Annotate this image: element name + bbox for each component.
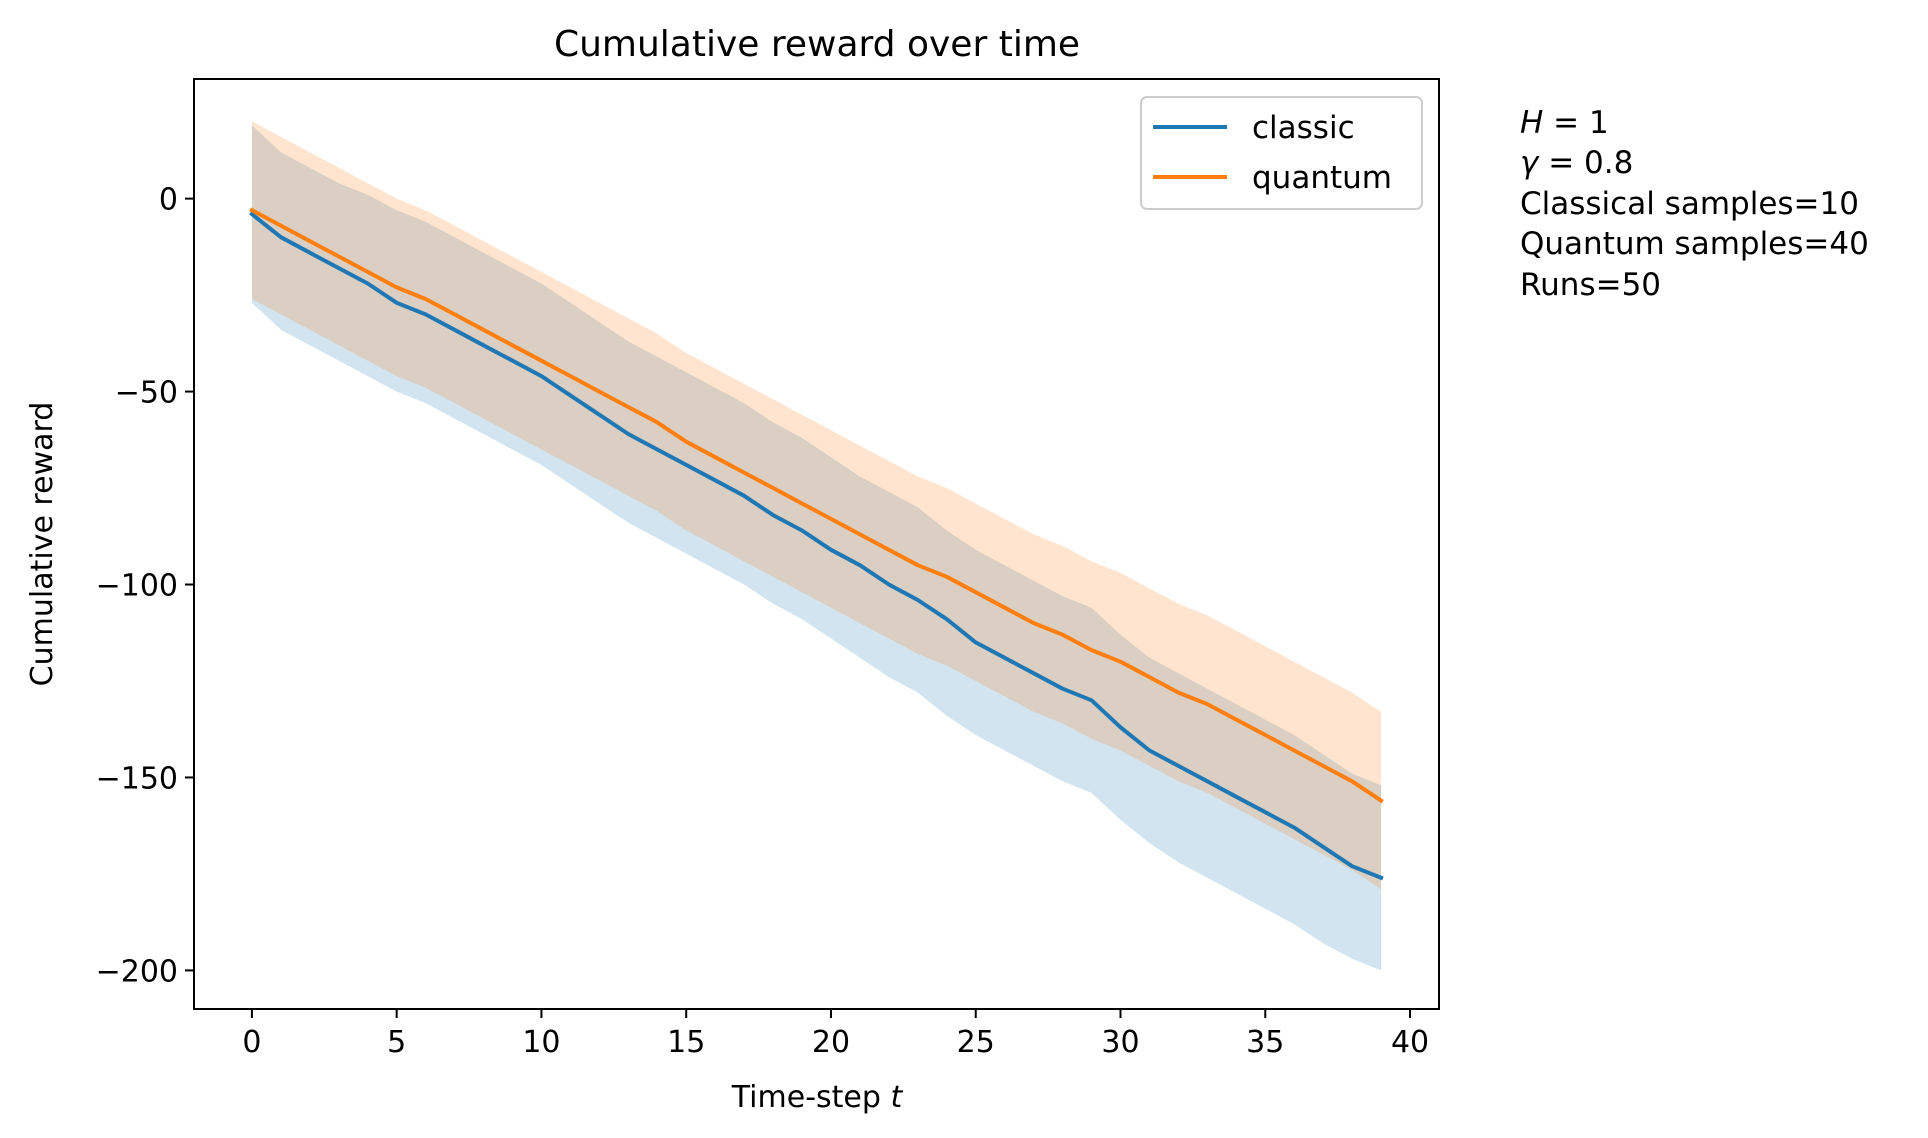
param-h: H = 1: [1520, 105, 1609, 141]
series-lines: [249, 207, 1384, 881]
x-tick-label-0: 0: [242, 1025, 261, 1060]
legend-label-quantum: quantum: [1252, 160, 1392, 196]
param-quantum-samples: Quantum samples=40: [1520, 226, 1869, 262]
y-axis-ticks: 0 −50 −100 −150 −200: [96, 183, 194, 989]
y-tick-label--200: −200: [96, 954, 178, 989]
y-axis-title: Cumulative reward: [25, 402, 60, 687]
band-quantum: [251, 121, 1382, 890]
x-axis-ticks: 0 5 10 15 20 25 30 35 40: [242, 1009, 1429, 1060]
confidence-bands: [251, 121, 1382, 971]
legend-label-classic: classic: [1252, 110, 1355, 146]
plot-frame: [193, 78, 1440, 1010]
x-axis-title: Time-step t: [731, 1080, 904, 1115]
line-classic: [249, 211, 1384, 881]
x-tick-label-40: 40: [1391, 1025, 1429, 1060]
legend: classic quantum: [1140, 96, 1423, 210]
param-classical-samples: Classical samples=10: [1520, 186, 1859, 222]
x-tick-label-5: 5: [387, 1025, 406, 1060]
line-quantum: [249, 207, 1384, 804]
band-classic: [251, 125, 1382, 971]
x-tick-label-30: 30: [1101, 1025, 1139, 1060]
param-gamma: γ = 0.8: [1520, 145, 1633, 181]
x-tick-label-15: 15: [667, 1025, 705, 1060]
x-tick-label-35: 35: [1246, 1025, 1284, 1060]
x-tick-label-25: 25: [957, 1025, 995, 1060]
y-tick-label--50: −50: [115, 376, 178, 411]
y-tick-label-0: 0: [159, 183, 178, 218]
x-tick-label-10: 10: [522, 1025, 560, 1060]
parameters-annotation: H = 1 γ = 0.8 Classical samples=10 Quant…: [1520, 105, 1869, 303]
param-runs: Runs=50: [1520, 267, 1661, 303]
y-tick-label--150: −150: [96, 761, 178, 796]
x-tick-label-20: 20: [812, 1025, 850, 1060]
y-tick-label--100: −100: [96, 569, 178, 604]
chart-title: Cumulative reward over time: [554, 24, 1080, 65]
